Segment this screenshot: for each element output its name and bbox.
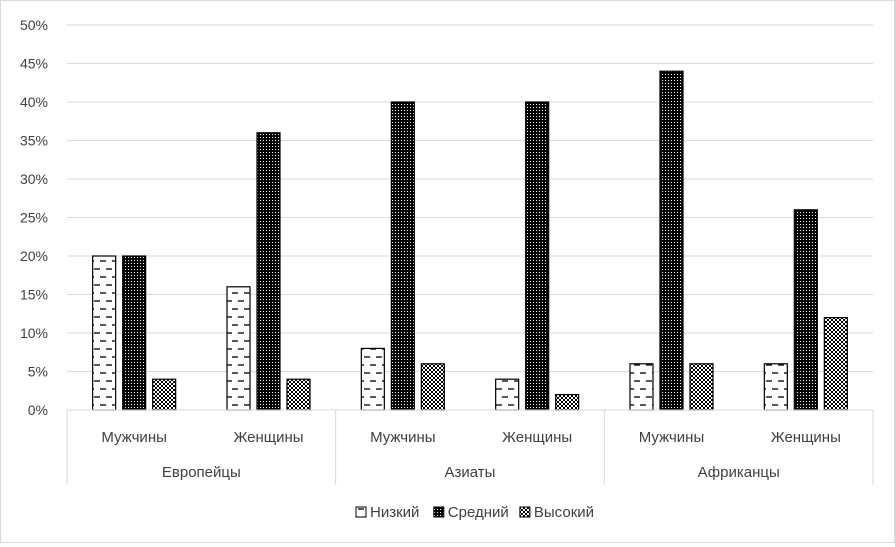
category-label: Мужчины [370,429,435,446]
y-tick-label: 25% [20,210,48,226]
bar-Высокий-3 [555,394,580,411]
legend-swatch [519,506,531,518]
bar-Высокий-0 [152,378,177,411]
bar-Высокий-2 [420,363,445,411]
bar-Низкий-3 [495,378,520,411]
bar-Низкий-2 [360,347,385,411]
bar-Низкий-1 [226,286,251,411]
y-tick-label: 0% [28,402,48,418]
bar-Средний-4 [659,70,684,411]
bar-Высокий-1 [286,378,311,411]
legend-swatch [433,506,445,518]
y-axis-ticks: 0% 5% 10% 15% 20% 25% 30% 35% 40% 45% 50% [20,17,48,418]
bar-Средний-0 [122,255,147,411]
legend-label: Высокий [534,504,594,521]
category-label: Женщины [502,429,572,446]
bar-Низкий-4 [629,363,654,411]
bar-Низкий-5 [763,363,788,411]
category-label: Мужчины [639,429,704,446]
y-tick-label: 35% [20,133,48,149]
y-tick-label: 40% [20,94,48,110]
group-label: Европейцы [162,464,241,481]
y-tick-label: 50% [20,17,48,33]
bar-Средний-3 [525,101,550,411]
bars [92,70,848,411]
y-tick-label: 20% [20,248,48,264]
y-tick-label: 45% [20,56,48,72]
bar-Высокий-5 [823,317,848,411]
y-tick-label: 30% [20,171,48,187]
legend-swatch [355,506,367,518]
gridlines [67,24,873,372]
y-tick-label: 10% [20,325,48,341]
legend: Низкий Средний Высокий [355,504,594,521]
group-label: Африканцы [698,464,780,481]
bar-Средний-1 [256,132,281,411]
category-label: Мужчины [101,429,166,446]
bar-Средний-2 [390,101,415,411]
legend-label: Средний [448,504,509,521]
bar-Высокий-4 [689,363,714,411]
bar-Низкий-0 [92,255,117,411]
category-label: Женщины [771,429,841,446]
x-axis: Мужчины Женщины Мужчины Женщины Мужчины Женщи… [66,409,874,485]
y-tick-label: 5% [28,364,48,380]
legend-label: Низкий [370,504,419,521]
category-label: Женщины [233,429,303,446]
group-label: Азиаты [445,464,496,481]
y-tick-label: 15% [20,287,48,303]
bar-Средний-5 [793,209,818,411]
